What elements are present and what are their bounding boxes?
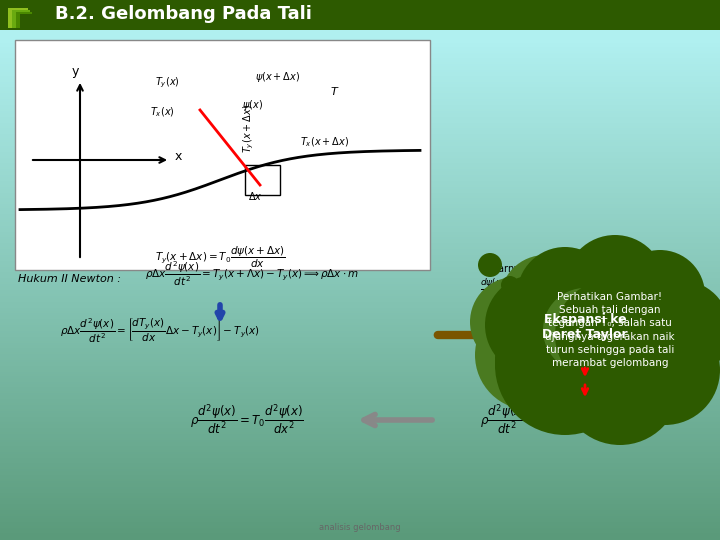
Text: $T_x(x+\Delta x)$: $T_x(x+\Delta x)$	[300, 135, 349, 149]
Circle shape	[543, 288, 627, 372]
Circle shape	[523, 291, 537, 305]
Text: y: y	[71, 65, 78, 78]
Text: $T_y(x) = T_0\dfrac{d\psi(x)}{dx}$: $T_y(x) = T_0\dfrac{d\psi(x)}{dx}$	[480, 335, 554, 360]
Text: $\Delta x$: $\Delta x$	[248, 190, 263, 202]
Circle shape	[485, 275, 585, 375]
Text: $\rho\Delta x\dfrac{d^2\psi(x)}{dt^2} = T_y(x+\Lambda x)-T_y(x) \Longrightarrow : $\rho\Delta x\dfrac{d^2\psi(x)}{dt^2} = …	[145, 259, 359, 288]
Text: $\rho\dfrac{d^2\psi(x)}{dt^2} = T_0\dfrac{d}{dx}\left(\dfrac{d\psi(x)}{dx}\right: $\rho\dfrac{d^2\psi(x)}{dt^2} = T_0\dfra…	[480, 403, 618, 437]
FancyBboxPatch shape	[8, 8, 28, 28]
Text: $T_y(x+\Delta x) = T_0\dfrac{d\psi(x+\Delta x)}{dx}$: $T_y(x+\Delta x) = T_0\dfrac{d\psi(x+\De…	[155, 245, 285, 271]
Circle shape	[565, 235, 665, 335]
Text: $\psi(x)$: $\psi(x)$	[242, 98, 263, 112]
Text: Perhatikan Gambar!
Sebuah tali dengan
tegangan T₀, salah satu
ujungnya digerakan: Perhatikan Gambar! Sebuah tali dengan te…	[545, 292, 675, 368]
Text: $\psi(x+\Delta x)$: $\psi(x+\Delta x)$	[255, 70, 300, 84]
Text: Besarnya $T_x(x) = T_x(x+\Delta x) = T_0$: Besarnya $T_x(x) = T_x(x+\Delta x) = T_0…	[480, 262, 636, 276]
Circle shape	[590, 260, 680, 350]
Circle shape	[500, 255, 590, 345]
Text: $T$: $T$	[330, 85, 340, 97]
FancyBboxPatch shape	[0, 0, 720, 30]
Circle shape	[517, 247, 613, 343]
Text: $T_y(x)$: $T_y(x)$	[155, 76, 180, 90]
Circle shape	[615, 250, 705, 340]
Text: $T_y(x+\Delta x)$: $T_y(x+\Delta x)$	[242, 104, 256, 153]
Text: $\dfrac{d\psi(x+\Delta x)}{dx} = \dfrac{T_y(x+\Delta x)}{T_x(x+\Lambda x)} = \df: $\dfrac{d\psi(x+\Delta x)}{dx} = \dfrac{…	[480, 276, 642, 302]
Text: $\rho\Delta x\dfrac{d^2\psi(x)}{dt^2} = \left[\dfrac{dT_y(x)}{dx}\Delta x - T_y(: $\rho\Delta x\dfrac{d^2\psi(x)}{dt^2} = …	[60, 316, 260, 345]
Circle shape	[630, 280, 720, 380]
FancyBboxPatch shape	[12, 10, 30, 28]
Circle shape	[610, 285, 700, 375]
Text: x: x	[175, 150, 182, 163]
Text: analisis gelombang: analisis gelombang	[319, 523, 401, 532]
Circle shape	[495, 315, 585, 405]
Text: B.2. Gelombang Pada Tali: B.2. Gelombang Pada Tali	[55, 5, 312, 23]
Circle shape	[470, 277, 560, 367]
Circle shape	[495, 295, 635, 435]
Circle shape	[533, 313, 637, 417]
Circle shape	[610, 315, 720, 425]
Circle shape	[560, 325, 680, 445]
Circle shape	[547, 247, 643, 343]
Text: $\rho\dfrac{d^2\psi(x)}{dt^2} = T_0\dfrac{d^2\psi(x)}{dx^2}$: $\rho\dfrac{d^2\psi(x)}{dt^2} = T_0\dfra…	[190, 403, 304, 437]
Text: $\dfrac{d\psi(x)}{dx} = \dfrac{T_y(x)}{T_x(x)} = \dfrac{T_y(x)}{T_0}$: $\dfrac{d\psi(x)}{dx} = \dfrac{T_y(x)}{T…	[480, 309, 574, 335]
Text: Hukum II Newton :: Hukum II Newton :	[18, 274, 121, 284]
FancyBboxPatch shape	[20, 14, 34, 28]
Circle shape	[555, 280, 665, 390]
Circle shape	[475, 300, 585, 410]
Circle shape	[501, 276, 519, 294]
Circle shape	[478, 253, 502, 277]
Text: Ekspansi ke
Deret Taylor: Ekspansi ke Deret Taylor	[542, 313, 628, 341]
Text: $T_x(x)$: $T_x(x)$	[150, 105, 175, 119]
Circle shape	[580, 305, 680, 405]
FancyBboxPatch shape	[16, 12, 32, 28]
FancyBboxPatch shape	[15, 40, 430, 270]
